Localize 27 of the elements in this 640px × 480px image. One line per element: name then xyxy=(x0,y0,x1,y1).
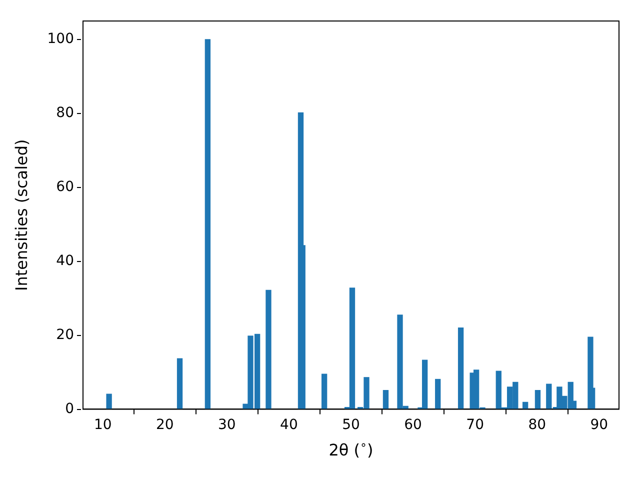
y-tick-label: 40 xyxy=(56,252,74,269)
x-tick-label: 20 xyxy=(156,417,174,434)
bar xyxy=(382,390,389,410)
x-tick-label: 60 xyxy=(404,417,422,434)
bar xyxy=(422,360,428,410)
y-tick-label: 80 xyxy=(56,105,74,122)
bar xyxy=(176,358,183,410)
y-tick-label: 20 xyxy=(56,326,74,343)
y-tick-label: 60 xyxy=(56,179,74,196)
x-tick-label: 70 xyxy=(466,417,484,434)
y-tick-label: 0 xyxy=(65,400,74,417)
x-tick-label: 40 xyxy=(280,417,298,434)
bar xyxy=(106,394,112,410)
bar xyxy=(266,290,272,410)
bar xyxy=(321,374,328,410)
x-tick-label: 50 xyxy=(342,417,360,434)
y-axis-title: Intensities (scaled) xyxy=(12,139,32,291)
bar xyxy=(458,328,464,410)
y-tick-label: 100 xyxy=(47,31,74,48)
x-tick-label: 30 xyxy=(218,417,236,434)
bar xyxy=(204,39,211,410)
x-tick-label: 10 xyxy=(94,417,112,434)
bar xyxy=(534,390,541,410)
bar xyxy=(435,378,441,410)
x-axis-title: 2θ (∘) xyxy=(328,438,374,460)
x-tick-label: 90 xyxy=(590,417,608,434)
x-tick-label: 80 xyxy=(528,417,546,434)
